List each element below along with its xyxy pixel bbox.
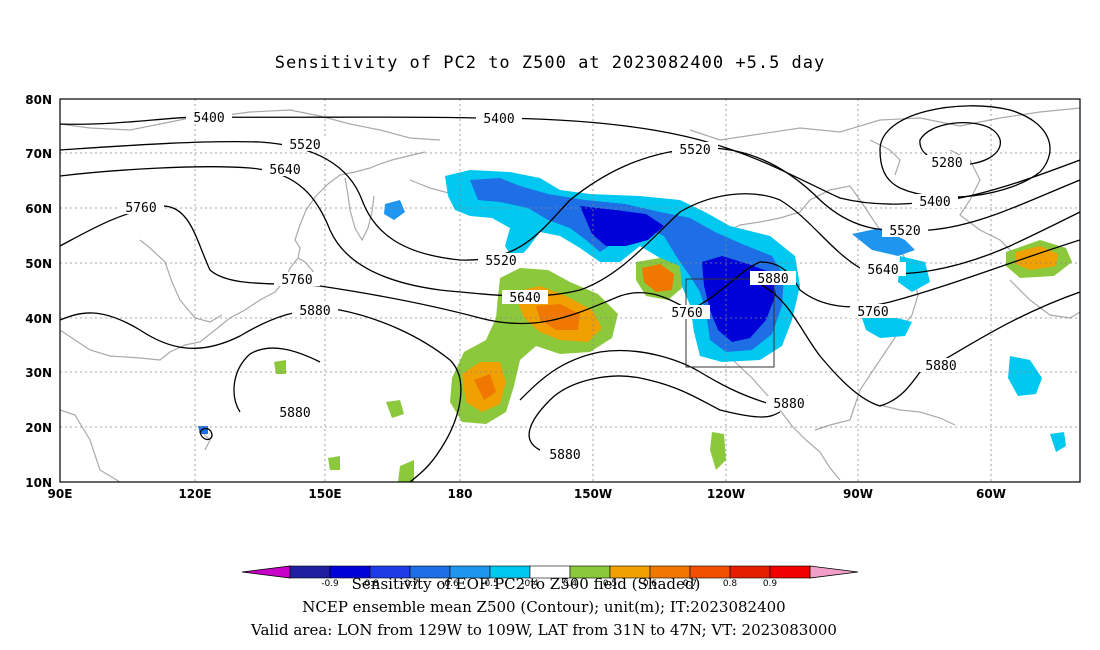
contour-label-5640-c: 5640 (867, 263, 898, 278)
contour-5400-closed (879, 105, 1051, 198)
lon-tick-label: 150E (308, 487, 341, 501)
caption-line-2: NCEP ensemble mean Z500 (Contour); unit(… (302, 598, 785, 616)
shading-positive-small-1 (274, 360, 286, 374)
shading-positive-small-5 (710, 432, 726, 470)
colorbar-tick-label: 0.4 (563, 579, 578, 589)
colorbar-tick-label: -0.5 (481, 579, 499, 589)
lon-tick-label: 180 (447, 487, 472, 501)
lat-tick-label: 20N (25, 421, 52, 435)
contour-label-5520-a: 5520 (289, 138, 320, 153)
colorbar-cell (289, 565, 331, 579)
map-title: Sensitivity of PC2 to Z500 at 2023082400… (275, 53, 826, 73)
contour-label-5760-a: 5760 (125, 201, 156, 216)
lat-tick-label: 50N (25, 257, 52, 271)
contour-label-5880-c: 5880 (549, 448, 580, 463)
z500-contours (60, 105, 1080, 482)
lon-tick-label: 90E (48, 487, 73, 501)
contour-5880-d (759, 283, 1080, 407)
lon-tick-label: 150W (574, 487, 612, 501)
contour-label-5880-e: 5880 (925, 359, 956, 374)
contour-5880 (60, 308, 462, 482)
contour-local (199, 427, 213, 441)
contour-label-5760-b: 5760 (281, 273, 312, 288)
contour-label-5880-f: 5880 (757, 272, 788, 287)
colorbar: -0.9 -0.8 -0.7 -0.6 -0.5 -0.4 0.4 0.5 0.6 0.7 0.8 0… (241, 565, 859, 589)
shading-negative-small-6 (1050, 432, 1066, 452)
contour-label-5400-c: 5400 (919, 195, 950, 210)
contour-5880-e (233, 347, 321, 413)
shading-positive-orange-2 (642, 264, 674, 292)
colorbar-tick-label: 0.7 (683, 579, 697, 589)
contour-label-5880-d: 5880 (773, 397, 804, 412)
contour-label-5760-c: 5760 (671, 306, 702, 321)
contour-label-5640-a: 5640 (269, 163, 300, 178)
lat-tick-label: 60N (25, 202, 52, 216)
shading-positive-orange-3 (1016, 246, 1058, 270)
latitude-labels: 80N 70N 60N 50N 40N 30N 20N 10N (25, 93, 52, 490)
longitude-labels: 90E 120E 150E 180 150W 120W 90W 60W (48, 487, 1006, 501)
contour-label-5760-d: 5760 (857, 305, 888, 320)
colorbar-tick-label: 0.6 (643, 579, 658, 589)
contour-label-group: 5400 5400 5520 5520 5520 5520 5640 5640 … (118, 110, 970, 463)
shading-positive-small-3 (328, 456, 340, 470)
contour-label-5880-b: 5880 (279, 406, 310, 421)
shading-negative-small-2 (852, 228, 915, 256)
lat-tick-label: 10N (25, 476, 52, 490)
colorbar-tick-label: -0.4 (521, 579, 539, 589)
colorbar-tick-label: 0.9 (763, 579, 778, 589)
graticule (60, 99, 1080, 482)
contour-5880-c (528, 375, 781, 451)
shading-positive-small-4 (398, 460, 414, 482)
contour-label-5400-b: 5400 (483, 112, 514, 127)
lon-tick-label: 120E (178, 487, 211, 501)
lon-tick-label: 120W (707, 487, 745, 501)
map-border (59, 98, 1081, 483)
shading-negative-small-4 (862, 316, 912, 338)
lon-tick-label: 90W (843, 487, 873, 501)
caption-line-1: Sensitivity of EOF PC2 to Z500 field (Sh… (352, 575, 701, 593)
contour-label-5400-a: 5400 (193, 111, 224, 126)
lat-tick-label: 30N (25, 366, 52, 380)
colorbar-cell (769, 565, 811, 579)
contour-label-5280: 5280 (931, 156, 962, 171)
colorbar-tick-label: -0.7 (401, 579, 419, 589)
lat-tick-label: 40N (25, 312, 52, 326)
lat-tick-label: 70N (25, 147, 52, 161)
colorbar-tick-label: -0.9 (321, 579, 339, 589)
contour-label-5520-b: 5520 (679, 143, 710, 158)
caption-line-3: Valid area: LON from 129W to 109W, LAT f… (250, 621, 837, 639)
colorbar-cell (729, 565, 771, 579)
colorbar-left-triangle (241, 565, 291, 579)
shading-negative-small-1 (384, 200, 405, 220)
contour-5640 (60, 166, 1080, 297)
colorbar-tick-label: 0.5 (603, 579, 617, 589)
shading-negative-small-5 (1008, 356, 1042, 396)
lon-tick-label: 60W (976, 487, 1006, 501)
contour-label-5520-c: 5520 (485, 254, 516, 269)
colorbar-tick-label: 0.8 (723, 579, 738, 589)
colorbar-tick-label: -0.6 (441, 579, 459, 589)
contour-label-5880-a: 5880 (299, 304, 330, 319)
shading-negative-deep (580, 206, 776, 342)
colorbar-right-triangle (809, 565, 859, 579)
contour-label-5520-d: 5520 (889, 224, 920, 239)
contour-label-5640-b: 5640 (509, 291, 540, 306)
colorbar-tick-label: -0.8 (361, 579, 379, 589)
shading-positive-small-2 (386, 400, 404, 418)
valid-area-box (685, 278, 775, 368)
lat-tick-label: 80N (25, 93, 52, 107)
shading-positive-red-main (474, 304, 580, 400)
